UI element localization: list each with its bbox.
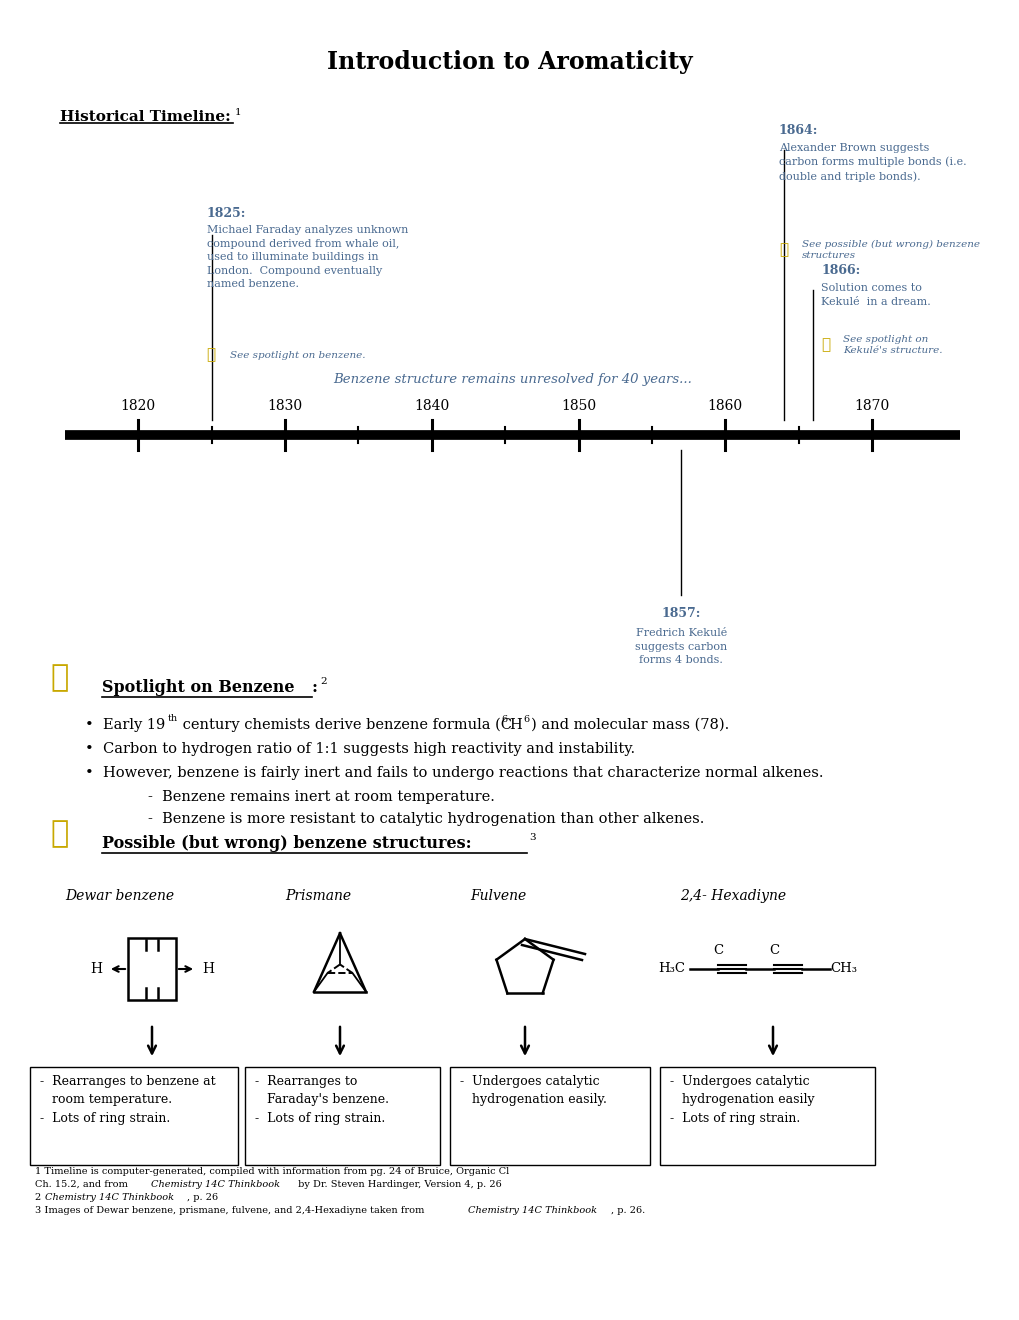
Text: •  Carbon to hydrogen ratio of 1:1 suggests high reactivity and instability.: • Carbon to hydrogen ratio of 1:1 sugges…: [85, 742, 635, 756]
Text: Chemistry 14C Thinkbook: Chemistry 14C Thinkbook: [151, 1180, 280, 1189]
Text: Michael Faraday analyzes unknown
compound derived from whale oil,
used to illumi: Michael Faraday analyzes unknown compoun…: [207, 224, 408, 289]
Text: , p. 26.: , p. 26.: [610, 1206, 645, 1214]
Text: 1840: 1840: [414, 399, 449, 413]
Text: 6: 6: [500, 715, 506, 723]
Text: Possible (but wrong) benzene structures:: Possible (but wrong) benzene structures:: [102, 836, 471, 853]
Text: 2: 2: [35, 1193, 45, 1203]
Text: -  Rearranges to
   Faraday's benzene.
-  Lots of ring strain.: - Rearranges to Faraday's benzene. - Lot…: [255, 1074, 388, 1125]
Text: 💡: 💡: [50, 820, 68, 849]
Text: •  Early 19: • Early 19: [85, 718, 165, 733]
Text: C: C: [712, 944, 722, 957]
Text: Historical Timeline:: Historical Timeline:: [60, 110, 230, 124]
Text: ) and molecular mass (78).: ) and molecular mass (78).: [531, 718, 729, 733]
Text: 1830: 1830: [267, 399, 303, 413]
Text: 1860: 1860: [707, 399, 742, 413]
Text: 1: 1: [234, 108, 242, 117]
Bar: [245, 1067, 439, 1166]
Text: Ch. 15.2, and from: Ch. 15.2, and from: [35, 1180, 130, 1189]
Text: 💡: 💡: [779, 243, 788, 257]
Bar: [30, 1067, 237, 1166]
Text: 1 Timeline is computer-generated, compiled with information from pg. 24 of Bruic: 1 Timeline is computer-generated, compil…: [35, 1167, 508, 1176]
Text: 💡: 💡: [50, 664, 68, 693]
Text: -  Benzene remains inert at room temperature.: - Benzene remains inert at room temperat…: [148, 789, 494, 804]
Bar: [127, 939, 176, 1001]
Text: 1866:: 1866:: [820, 264, 860, 277]
Text: Benzene structure remains unresolved for 40 years...: Benzene structure remains unresolved for…: [333, 374, 692, 387]
Text: , p. 26: , p. 26: [186, 1193, 218, 1203]
Text: CH₃: CH₃: [829, 962, 856, 975]
Bar: [449, 1067, 649, 1166]
Text: 1825:: 1825:: [207, 207, 246, 220]
Text: Prismane: Prismane: [284, 888, 351, 903]
Text: Chemistry 14C Thinkbook: Chemistry 14C Thinkbook: [45, 1193, 174, 1203]
Text: Introduction to Aromaticity: Introduction to Aromaticity: [327, 50, 692, 74]
Text: H: H: [508, 718, 522, 733]
Text: Dewar benzene: Dewar benzene: [65, 888, 174, 903]
Text: 💡: 💡: [820, 338, 829, 352]
Text: -  Benzene is more resistant to catalytic hydrogenation than other alkenes.: - Benzene is more resistant to catalytic…: [148, 812, 704, 826]
Text: 1864:: 1864:: [779, 124, 817, 137]
Text: Fulvene: Fulvene: [470, 888, 526, 903]
Bar: [659, 1067, 874, 1166]
Text: Alexander Brown suggests
carbon forms multiple bonds (i.e.
double and triple bon: Alexander Brown suggests carbon forms mu…: [779, 143, 966, 182]
Text: 1820: 1820: [120, 399, 156, 413]
Text: 3 Images of Dewar benzene, prismane, fulvene, and 2,4-Hexadiyne taken from: 3 Images of Dewar benzene, prismane, ful…: [35, 1206, 427, 1214]
Text: th: th: [168, 714, 178, 723]
Text: •  However, benzene is fairly inert and fails to undergo reactions that characte: • However, benzene is fairly inert and f…: [85, 766, 822, 780]
Text: 1870: 1870: [854, 399, 889, 413]
Text: Spotlight on Benzene: Spotlight on Benzene: [102, 680, 294, 697]
Text: Solution comes to
Kekulé  in a dream.: Solution comes to Kekulé in a dream.: [820, 282, 930, 306]
Text: -  Undergoes catalytic
   hydrogenation easily
-  Lots of ring strain.: - Undergoes catalytic hydrogenation easi…: [669, 1074, 814, 1125]
Text: C: C: [768, 944, 779, 957]
Text: 1857:: 1857:: [661, 607, 700, 620]
Text: Chemistry 14C Thinkbook: Chemistry 14C Thinkbook: [468, 1206, 596, 1214]
Text: H₃C: H₃C: [657, 962, 685, 975]
Text: 3: 3: [529, 833, 535, 842]
Text: See possible (but wrong) benzene
structures: See possible (but wrong) benzene structu…: [801, 239, 979, 260]
Text: 2,4- Hexadiyne: 2,4- Hexadiyne: [680, 888, 786, 903]
Text: 2: 2: [320, 676, 326, 685]
Text: H: H: [90, 962, 102, 975]
Text: -  Rearranges to benzene at
   room temperature.
-  Lots of ring strain.: - Rearranges to benzene at room temperat…: [40, 1074, 215, 1125]
Text: See spotlight on benzene.: See spotlight on benzene.: [229, 351, 365, 359]
Text: century chemists derive benzene formula (C: century chemists derive benzene formula …: [178, 718, 512, 733]
Text: H: H: [202, 962, 214, 975]
Text: 6: 6: [523, 715, 529, 723]
Text: 1850: 1850: [560, 399, 595, 413]
Text: by Dr. Steven Hardinger, Version 4, p. 26: by Dr. Steven Hardinger, Version 4, p. 2…: [294, 1180, 501, 1189]
Text: 💡: 💡: [207, 347, 216, 363]
Text: See spotlight on
Kekulé's structure.: See spotlight on Kekulé's structure.: [843, 334, 942, 355]
Text: -  Undergoes catalytic
   hydrogenation easily.: - Undergoes catalytic hydrogenation easi…: [460, 1074, 606, 1106]
Text: Fredrich Kekulé
suggests carbon
forms 4 bonds.: Fredrich Kekulé suggests carbon forms 4 …: [635, 628, 727, 665]
Text: :: :: [312, 680, 318, 697]
